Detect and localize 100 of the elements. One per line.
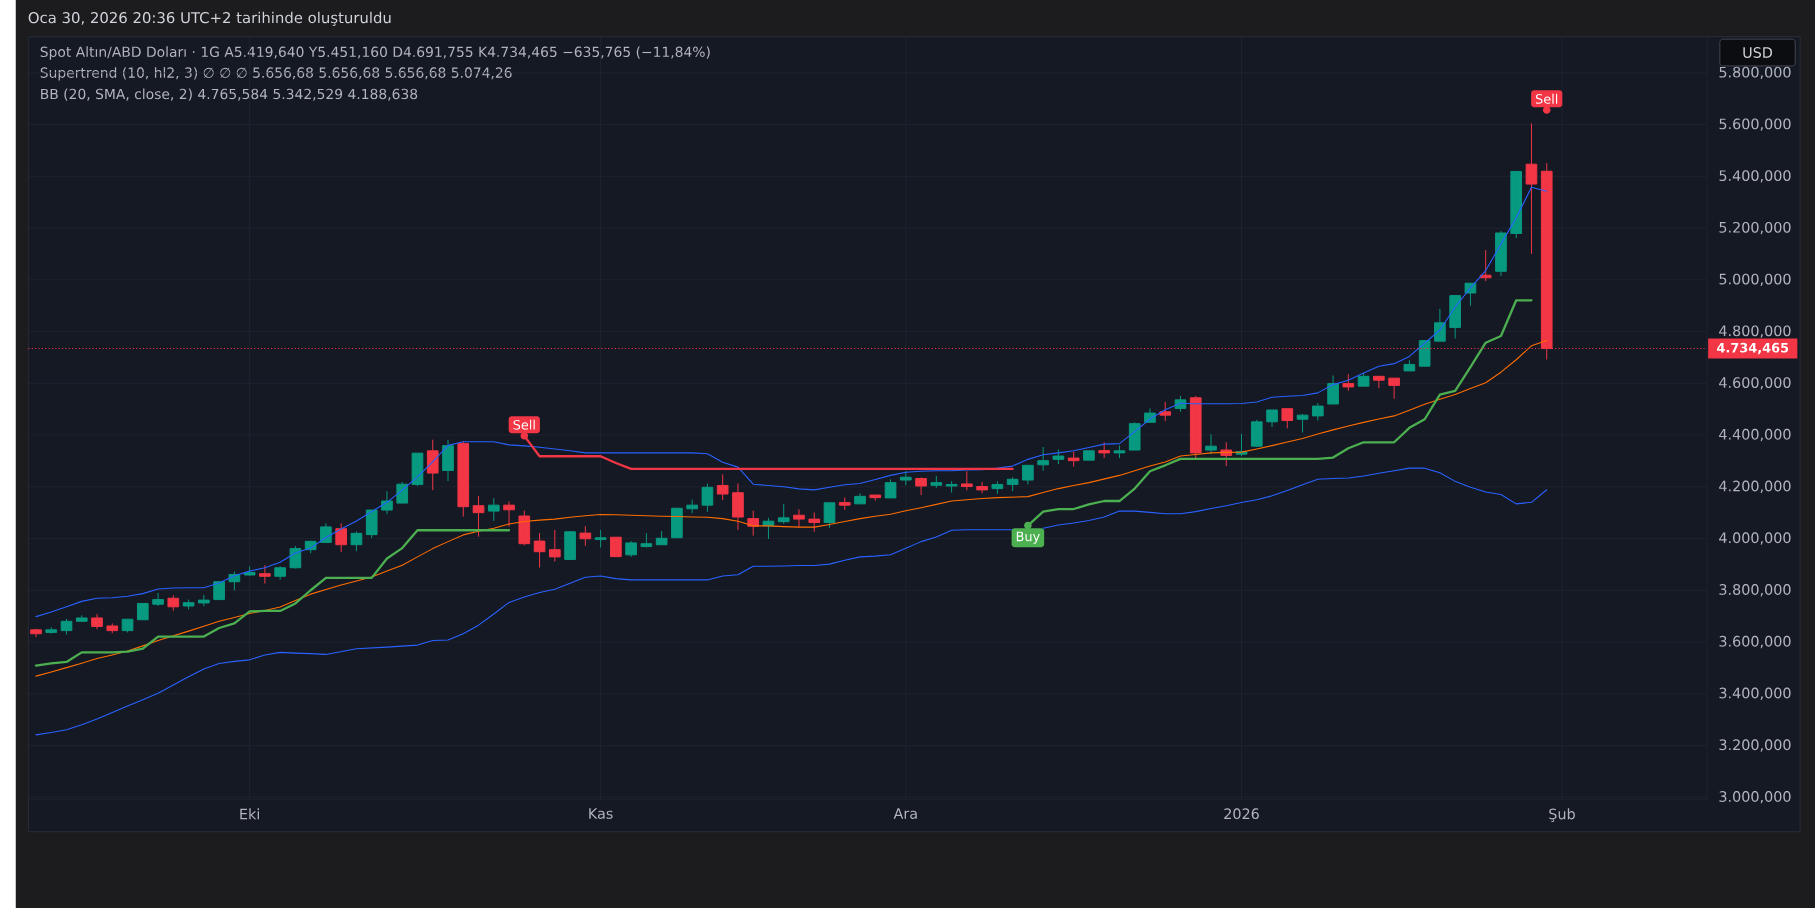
candlestick [259,564,271,585]
candlestick [1159,401,1172,422]
x-tick-label: Eki [240,808,259,820]
candlestick [640,532,653,549]
candlestick [1388,377,1400,400]
candlestick [1266,409,1278,428]
candlestick [1510,170,1523,239]
candlestick [1128,421,1141,451]
candlestick [1281,408,1294,429]
candlestick [655,530,668,546]
candlestick [518,510,531,546]
candlestick [106,622,119,634]
y-tick-label: 4.600,000 [1719,377,1791,390]
candlestick [793,508,805,528]
candlestick [594,529,607,549]
candlestick [838,496,851,511]
candlestick [1098,441,1111,459]
y-tick-label: 5.000,000 [1719,273,1791,286]
y-tick-label: 5.800,000 [1719,66,1791,80]
candlestick [1037,446,1049,472]
candlestick [1495,230,1507,277]
y-tick-label: 3.400,000 [1719,687,1791,700]
candlestick [1083,450,1095,461]
candlestick [1205,433,1217,455]
candlestick [335,522,348,553]
candlestick [671,507,683,539]
candlestick [396,481,409,504]
candlestick [198,594,210,607]
ref-line-label: 4.734,465 [1717,342,1789,355]
candlestick [1403,359,1416,372]
candlestick [1479,249,1492,282]
y-tick-label: 3.800,000 [1719,584,1791,597]
candlestick [426,439,439,491]
candlestick [701,483,714,513]
y-tick-label: 3.200,000 [1719,739,1791,752]
candlestick [686,499,698,514]
candlestick [976,481,988,494]
candlestick [1327,375,1339,405]
candlestick [152,592,164,607]
y-tick-label: 4.800,000 [1719,325,1791,338]
annotation: Spot Altın/ABD Doları · 1G A5.419,640 Y5.451,160 D4.691,755 K4.734,465 −635,765 (−11,84%) [40,46,710,60]
candlestick [548,529,561,563]
point [520,432,529,440]
candlestick [732,482,744,531]
candlestick [1449,295,1461,340]
data-label: Sell [1535,93,1558,104]
candlestick [1022,464,1034,485]
data-label: Buy [1016,531,1040,544]
candlestick [899,470,912,486]
candlestick [564,530,576,560]
x-tick-label: Şub [1549,808,1575,822]
y-tick-label: 4.200,000 [1719,480,1791,493]
chart-title: Oca 30, 2026 20:36 UTC+2 tarihinde oluşturuldu [28,11,391,26]
candlestick [823,502,836,529]
candlestick [579,525,592,547]
candlestick [884,478,897,499]
candlestick [869,494,882,501]
annotation: Supertrend (10, hl2, 3) ∅ ∅ ∅ 5.656,68 5.656,68 5.656,68 5.074,26 [40,67,512,81]
candlestick [136,602,149,621]
candlestick [45,626,58,635]
candlestick [1296,413,1309,433]
candlestick [60,618,73,635]
y-tick-label: 3.600,000 [1719,635,1791,649]
candlestick [1373,375,1385,389]
candlestick [75,614,88,623]
candlestick [945,480,958,493]
candlestick [1052,449,1065,465]
y-tick-label: 5.600,000 [1719,118,1791,131]
candlestick [1113,444,1126,459]
candlestick [1189,395,1202,459]
annotation: BB (20, SMA, close, 2) 4.765,584 5.342,529 4.188,638 [41,88,418,101]
candlestick [411,452,424,487]
candlestick [716,473,729,501]
candlestick [472,495,485,538]
candlestick [167,594,180,612]
data-label: Sell [513,419,535,430]
x-tick-label: Ara [893,808,917,819]
candlestick [289,545,302,570]
candlestick [991,480,1004,495]
candlestick [854,492,866,505]
candlestick [30,628,42,638]
candlestick [91,613,103,630]
y-tick-label: 5.200,000 [1719,221,1791,235]
y-tick-label: 4.400,000 [1719,428,1791,442]
candlestick [533,532,546,568]
candlestick [182,599,195,610]
candlestick [610,536,622,558]
y-tick-label: 4.000,000 [1719,532,1791,545]
y-tick-label: 3.000,000 [1719,791,1791,804]
candlestick [213,580,225,601]
candlestick [1250,419,1263,448]
x-tick-label: Kas [589,808,613,819]
candlestick [457,440,470,518]
y-tick-label: 5.400,000 [1719,170,1791,183]
candlestick [274,565,286,581]
candlestick [1311,402,1324,422]
candlestick [487,497,500,522]
candlestick [625,540,637,558]
candlestick [365,509,378,539]
candlestick [777,503,790,525]
